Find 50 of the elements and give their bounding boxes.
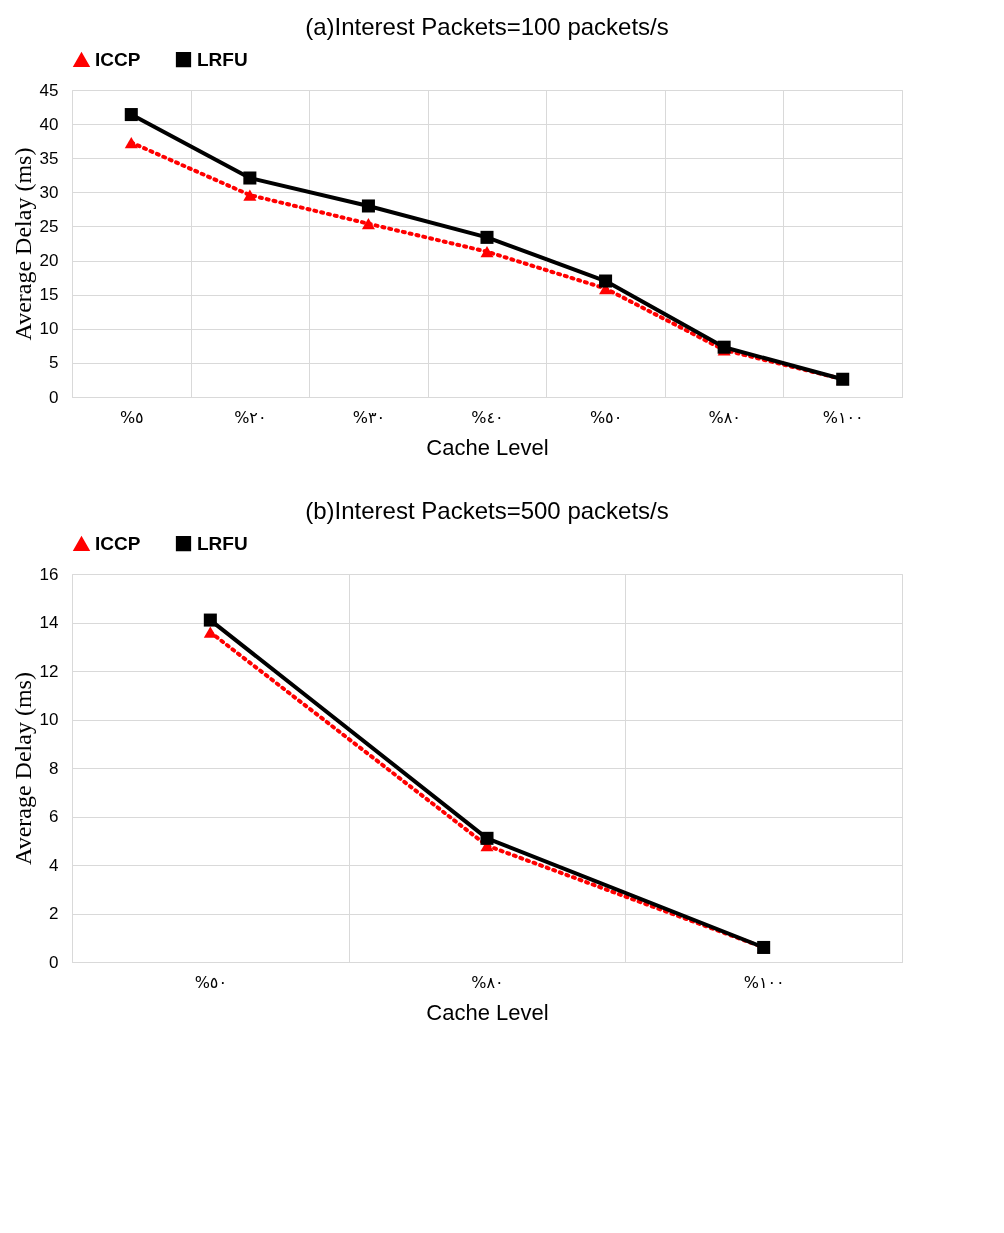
- chart-title: (b)Interest Packets=500 packets/s: [305, 497, 669, 524]
- point: [361, 218, 375, 230]
- point: [599, 274, 613, 288]
- y-tick-label: 12: [39, 661, 59, 681]
- point: [361, 199, 375, 213]
- y-tick-label: 0: [49, 387, 59, 407]
- point: [124, 136, 138, 149]
- x-axis-title: Cache Level: [426, 434, 549, 460]
- y-axis-title: Average Delay (ms): [9, 672, 36, 865]
- legend-label: ICCP: [95, 49, 141, 71]
- y-tick-label: 6: [49, 807, 59, 826]
- y-tick-label: 20: [39, 251, 59, 271]
- x-tick-label: %٣٠: [352, 407, 386, 427]
- y-tick-label: 5: [49, 353, 59, 373]
- x-tick-label: %٥٠: [589, 407, 623, 427]
- y-tick-label: 35: [39, 148, 59, 168]
- point: [124, 108, 138, 122]
- x-tick-label: %١٠٠: [743, 972, 785, 992]
- y-tick-label: 2: [49, 904, 59, 923]
- point: [480, 246, 494, 258]
- y-tick-label: 4: [49, 855, 59, 875]
- x-axis-title: Cache Level: [426, 999, 549, 1025]
- y-tick-label: 25: [39, 216, 59, 236]
- y-tick-label: 45: [39, 80, 59, 100]
- x-tick-label: %٨٠: [708, 407, 741, 427]
- point: [243, 171, 257, 185]
- legend-label: LRFU: [197, 48, 248, 70]
- x-tick-label: %٥: [119, 407, 144, 427]
- y-tick-label: 14: [39, 613, 59, 632]
- x-tick-label: %٤٠: [471, 407, 504, 427]
- legend-label: LRFU: [197, 532, 248, 554]
- y-tick-label: 8: [49, 758, 59, 778]
- chart-title: (a)Interest Packets=100 packets/s: [305, 13, 669, 40]
- y-tick-label: 16: [39, 564, 59, 584]
- y-tick-label: 40: [39, 114, 59, 134]
- x-tick-label: %١٠٠: [822, 407, 864, 427]
- y-tick-label: 30: [39, 182, 59, 202]
- x-tick-label: %٥٠: [194, 972, 228, 992]
- x-tick-label: %٢٠: [234, 407, 267, 427]
- point: [243, 189, 257, 201]
- x-tick-label: %٨٠: [471, 972, 504, 992]
- y-tick-label: 0: [49, 952, 59, 972]
- point: [480, 230, 494, 244]
- point: [717, 340, 731, 354]
- y-tick-label: 15: [39, 285, 59, 305]
- point: [203, 613, 217, 627]
- y-tick-label: 10: [39, 319, 59, 339]
- legend-label: ICCP: [95, 533, 141, 555]
- y-axis-title: Average Delay (ms): [9, 147, 36, 341]
- y-tick-label: 10: [39, 710, 59, 729]
